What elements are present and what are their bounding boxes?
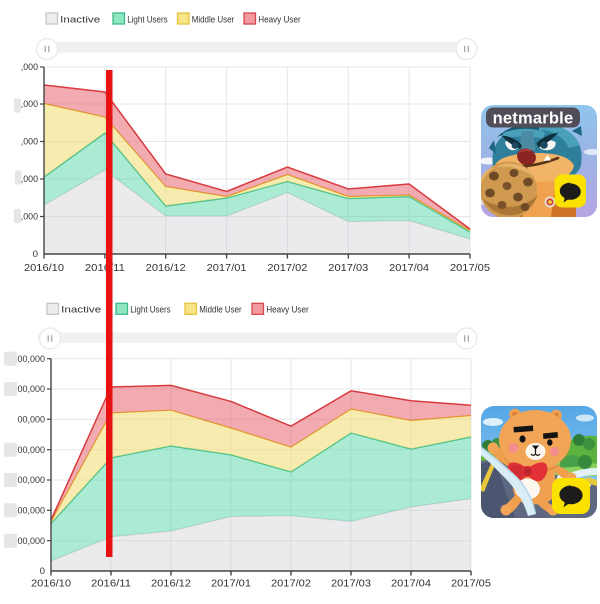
svg-text:Middle User: Middle User — [199, 305, 242, 316]
svg-text:2017/05: 2017/05 — [450, 263, 490, 274]
svg-text:0: 0 — [33, 249, 38, 260]
svg-text:Light Users: Light Users — [127, 14, 168, 25]
svg-text:2017/03: 2017/03 — [331, 578, 371, 589]
svg-text:Light Users: Light Users — [130, 305, 171, 316]
svg-text:Inactive: Inactive — [61, 305, 101, 316]
svg-text:2016/12: 2016/12 — [151, 578, 191, 589]
svg-text:2017/01: 2017/01 — [207, 263, 247, 274]
svg-text:00,000: 00,000 — [18, 475, 46, 486]
svg-text:0: 0 — [40, 566, 45, 577]
svg-text:2017/03: 2017/03 — [328, 263, 368, 274]
svg-text:2017/01: 2017/01 — [211, 578, 251, 589]
svg-text:00,000: 00,000 — [18, 536, 46, 547]
svg-text:2017/02: 2017/02 — [267, 263, 307, 274]
svg-text:2016/10: 2016/10 — [31, 578, 71, 589]
svg-text:2017/02: 2017/02 — [271, 578, 311, 589]
svg-text:,000: ,000 — [21, 99, 38, 110]
svg-text:2016/11: 2016/11 — [85, 263, 125, 274]
svg-text:2016/11: 2016/11 — [91, 578, 131, 589]
svg-text:netmarble: netmarble — [493, 110, 574, 128]
svg-text:Inactive: Inactive — [60, 14, 100, 25]
svg-text:Heavy User: Heavy User — [258, 14, 301, 25]
svg-text:2016/12: 2016/12 — [146, 263, 186, 274]
svg-text:,000: ,000 — [21, 174, 38, 185]
svg-text:,000: ,000 — [21, 62, 38, 73]
svg-text:,000: ,000 — [21, 212, 38, 223]
svg-text:Heavy User: Heavy User — [266, 305, 309, 316]
svg-text:00,000: 00,000 — [18, 384, 46, 395]
svg-text:2017/05: 2017/05 — [451, 578, 491, 589]
svg-text:,000: ,000 — [21, 137, 38, 148]
svg-text:2017/04: 2017/04 — [391, 578, 431, 589]
svg-text:00,000: 00,000 — [18, 445, 46, 456]
svg-text:2017/04: 2017/04 — [389, 263, 429, 274]
svg-text:00,000: 00,000 — [18, 415, 46, 426]
svg-text:Middle User: Middle User — [192, 14, 235, 25]
svg-text:00,000: 00,000 — [18, 354, 46, 365]
svg-text:2016/10: 2016/10 — [24, 263, 64, 274]
svg-text:00,000: 00,000 — [18, 506, 46, 517]
